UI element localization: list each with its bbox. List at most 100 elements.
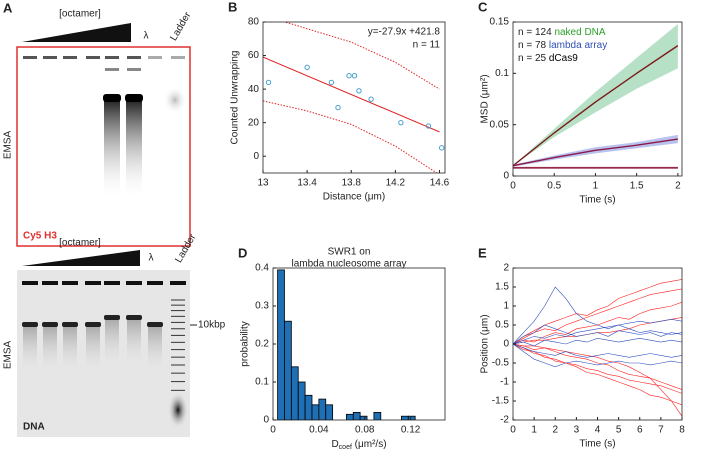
x-label-sub: coef [339,444,352,451]
smear [63,327,77,377]
band [126,315,142,320]
x-tick-label: 0.04 [309,425,329,436]
x-tick-label: 0.12 [401,425,421,436]
legend-entry: n = 78 lambda array [518,40,607,51]
bar [290,366,299,420]
legend-n: n = 124 [518,27,552,38]
smear [23,327,37,377]
series-line [513,288,682,345]
gel-stain: Cy5 H3 [23,231,57,242]
y-axis-label: Counted Unwrapping [230,51,241,145]
point [346,72,352,79]
smear [104,100,120,200]
bar [297,381,306,420]
bar [277,269,285,420]
panel-letter: E [478,245,487,260]
series-line [513,138,678,167]
gel-header: [octamer] [59,9,101,20]
y-tick-label: 0.1 [495,68,509,79]
well [85,281,101,285]
x-axis-label: Distance (μm) [323,192,385,203]
series-line [513,45,679,167]
y-tick-label: -2 [500,415,509,426]
chart: E 0 1 2 3 4 5 6 7 8 -2 -1.5 -1 -0.5 0 0.5 1 1.5 2 Time (s) P… [478,245,685,449]
well [148,56,162,59]
error-band [513,24,678,166]
series-line [513,286,682,345]
y-tick-label: 0.3 [255,301,269,312]
series-line [513,343,682,406]
smear [43,327,57,377]
bar [407,415,416,420]
y-tick-label: 0.15 [490,17,510,28]
series-line [513,343,682,417]
y-axis-label: probability [240,321,251,367]
band [85,322,101,327]
well [170,281,186,285]
x-tick-label: 0 [270,425,276,436]
y-tick-label: 0.1 [255,377,269,388]
y-tick-label: -1 [500,377,509,388]
band [147,322,163,327]
fit-line [263,56,440,133]
y-tick-label: 0.2 [255,339,269,350]
point [335,104,341,111]
plot-area [513,24,679,169]
x-tick-label: 13.4 [297,178,317,189]
lane-label: λ [144,31,149,42]
series-line [513,343,682,368]
y-tick-label: 40 [248,84,260,95]
panel-letter: B [228,0,237,14]
x-tick-label: 13.8 [342,178,362,189]
band [127,68,141,71]
chart: D 0 0.04 0.08 0.12 0 0.1 0.2 0.3 0.4 Dcoef (μm²/s)… [238,245,446,451]
bar [304,394,313,420]
panel-letter: A [3,0,13,15]
bar [345,413,354,420]
bar [311,404,320,420]
confidence-band [263,100,438,173]
point [356,88,362,94]
well [127,56,141,59]
bar [318,398,327,420]
y-tick-label: -1.5 [492,396,510,407]
x-tick-label: 5 [616,425,622,436]
well [23,56,37,59]
x-tick-label: 1.5 [630,181,644,192]
y-tick-label: 0.05 [490,119,510,130]
lane-label: λ [149,253,154,264]
x-tick-label: 2 [675,181,681,192]
series-line [513,343,682,358]
point [425,123,432,129]
x-tick-label: 2 [552,425,558,436]
lane-label: Ladder [168,10,193,43]
x-tick-label: 6 [637,425,643,436]
chart: C 0 0.5 1 1.5 2 0 0.05 0.1 0.15 Time (s) MSD (μm²) n… [478,0,683,206]
band [125,94,143,102]
y-tick-label: 1.5 [495,282,509,293]
plot-frame [512,267,683,421]
smear [127,320,141,370]
y-tick-label: 0 [503,339,509,350]
x-tick-label: 0 [510,181,516,192]
plot-frame [512,21,683,177]
x-tick-label: 0 [510,425,516,436]
x-tick-label: 1 [593,181,599,192]
y-tick-label: 2 [503,263,509,274]
x-tick-label: 14.2 [386,178,406,189]
smear [148,327,162,377]
series-line [513,343,682,394]
x-tick-label: 3 [574,425,580,436]
plot-area [277,269,416,420]
y-tick-label: 0 [503,171,509,182]
plot-area [263,22,445,173]
series-line [513,317,682,345]
series-line [513,301,682,345]
legend-name: lambda array [549,40,607,51]
y-tick-label: 1 [503,301,509,312]
chart-title: lambda nucleosome array [291,259,406,270]
x-label-main: D [331,439,338,450]
well [105,56,119,59]
ladder-blob [163,86,187,114]
